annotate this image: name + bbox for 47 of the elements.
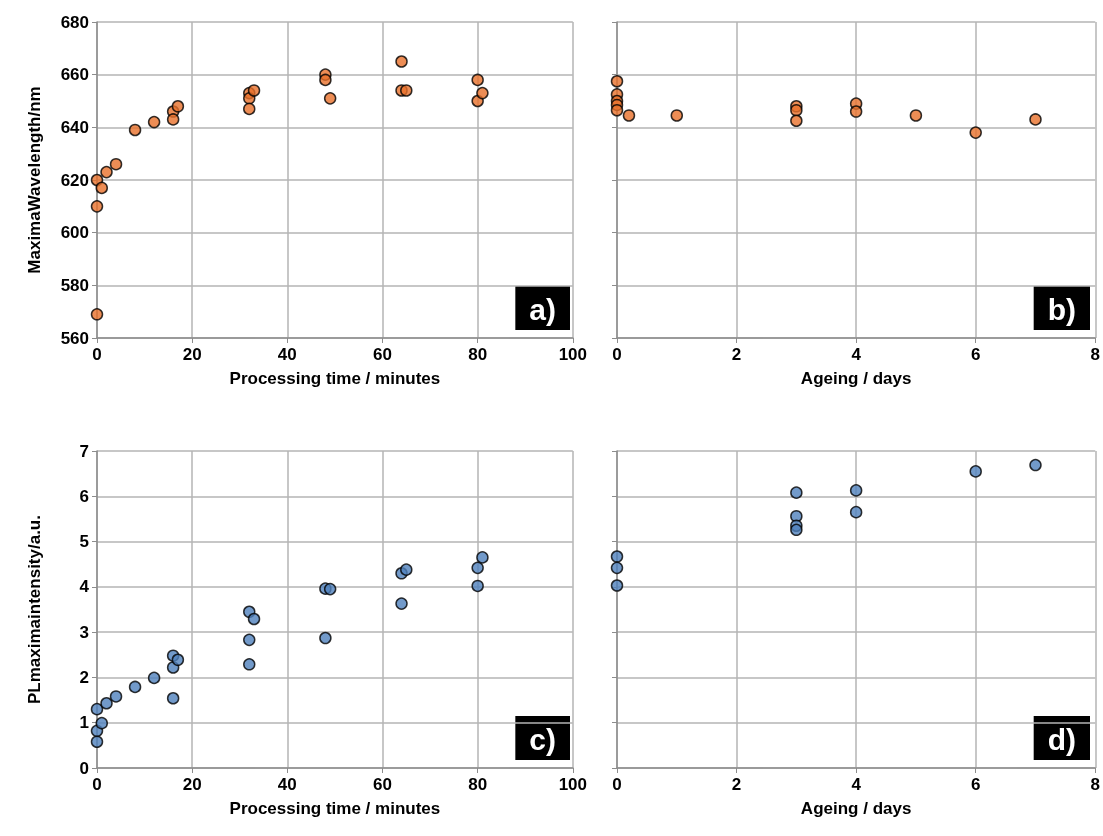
x-tick-label: 8 (1090, 345, 1101, 364)
y-tick-label: 640 (60, 117, 89, 137)
y-tick-label: 620 (60, 170, 89, 190)
x-tick-label: 0 (612, 775, 622, 794)
y-tick-label: 1 (79, 713, 89, 733)
annotation: b) (1047, 292, 1077, 326)
y-tick-label: 6 (79, 486, 89, 506)
x-tick-label: 4 (851, 775, 862, 794)
x-tick-label: 4 (851, 345, 862, 364)
x-tick-label: 20 (182, 775, 202, 794)
y-tick-label: 2 (79, 667, 89, 687)
y-tick-label: 3 (79, 622, 89, 642)
annotation: a) (529, 292, 557, 326)
x-tick-label: 2 (731, 775, 742, 794)
x-tick-label: 100 (558, 345, 588, 364)
x-tick-label: 0 (92, 775, 102, 794)
y-tick-label: 7 (79, 441, 89, 461)
y-tick-label: 580 (60, 275, 89, 295)
x-tick-label: 60 (373, 345, 392, 364)
x-tick-label: 0 (92, 345, 102, 364)
x-axis-title: Processing time / minutes (229, 799, 441, 818)
x-axis-title: Processing time / minutes (229, 369, 441, 388)
x-tick-label: 0 (612, 345, 622, 364)
y-tick-label: 4 (79, 577, 90, 597)
x-tick-label: 2 (731, 345, 742, 364)
annotation: d) (1047, 722, 1077, 756)
x-tick-label: 40 (277, 345, 297, 364)
y-tick-label: 660 (60, 65, 89, 85)
x-tick-label: 6 (970, 775, 981, 794)
x-tick-label: 100 (558, 775, 588, 794)
x-tick-label: 20 (182, 345, 202, 364)
x-axis-title: Ageing / days (800, 799, 912, 818)
x-tick-label: 6 (970, 345, 981, 364)
y-tick-label: 680 (60, 12, 89, 32)
y-axis-title: PLmaximaintensity/a.u. (25, 515, 44, 704)
y-axis-title: MaximaWavelength/nm (25, 86, 44, 274)
x-tick-label: 60 (373, 775, 392, 794)
x-axis-title: Ageing / days (800, 369, 912, 388)
x-tick-label: 80 (468, 775, 488, 794)
annotation: c) (529, 722, 557, 756)
x-tick-label: 8 (1090, 775, 1101, 794)
x-tick-label: 80 (468, 345, 488, 364)
y-tick-label: 560 (60, 328, 89, 348)
x-tick-label: 40 (277, 775, 297, 794)
y-tick-label: 0 (79, 758, 89, 778)
y-tick-label: 5 (79, 532, 89, 552)
y-tick-label: 600 (60, 223, 89, 243)
